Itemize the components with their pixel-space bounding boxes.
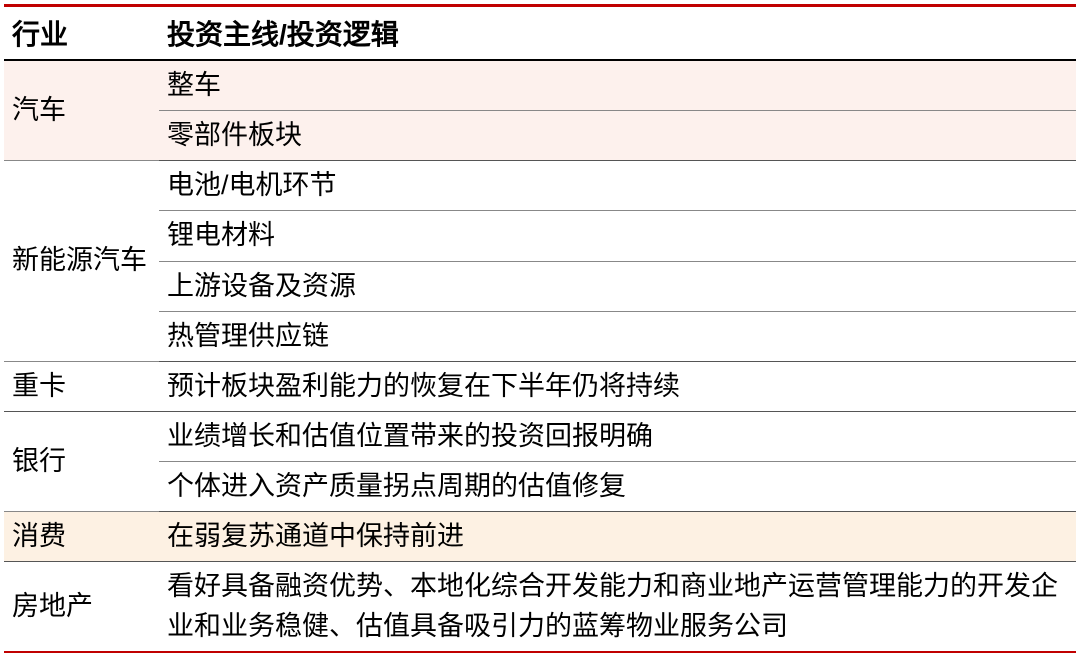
table-row: 个体进入资产质量拐点周期的估值修复 (4, 462, 1076, 512)
industry-cell: 重卡 (4, 361, 159, 411)
header-industry: 行业 (4, 6, 159, 61)
logic-cell: 热管理供应链 (159, 311, 1076, 361)
logic-cell: 在弱复苏通道中保持前进 (159, 512, 1076, 562)
industry-cell: 汽车 (4, 60, 159, 161)
table-body: 汽车 整车 零部件板块 新能源汽车 电池/电机环节 锂电材料 上游设备及资源 热… (4, 60, 1076, 652)
table-row: 零部件板块 (4, 111, 1076, 161)
logic-cell: 锂电材料 (159, 211, 1076, 261)
industry-cell: 新能源汽车 (4, 161, 159, 362)
logic-cell: 个体进入资产质量拐点周期的估值修复 (159, 462, 1076, 512)
logic-cell: 整车 (159, 60, 1076, 111)
industry-cell: 银行 (4, 411, 159, 511)
logic-cell: 预计板块盈利能力的恢复在下半年仍将持续 (159, 361, 1076, 411)
table-row: 房地产 看好具备融资优势、本地化综合开发能力和商业地产运营管理能力的开发企业和业… (4, 562, 1076, 652)
logic-cell: 零部件板块 (159, 111, 1076, 161)
table-row: 上游设备及资源 (4, 261, 1076, 311)
investment-table: 行业 投资主线/投资逻辑 汽车 整车 零部件板块 新能源汽车 电池/电机环节 锂… (4, 4, 1076, 653)
table-row: 重卡 预计板块盈利能力的恢复在下半年仍将持续 (4, 361, 1076, 411)
industry-cell: 消费 (4, 512, 159, 562)
table-row: 锂电材料 (4, 211, 1076, 261)
logic-cell: 看好具备融资优势、本地化综合开发能力和商业地产运营管理能力的开发企业和业务稳健、… (159, 562, 1076, 652)
industry-cell: 房地产 (4, 562, 159, 652)
investment-table-container: 行业 投资主线/投资逻辑 汽车 整车 零部件板块 新能源汽车 电池/电机环节 锂… (4, 4, 1076, 653)
header-logic: 投资主线/投资逻辑 (159, 6, 1076, 61)
table-row: 汽车 整车 (4, 60, 1076, 111)
logic-cell: 上游设备及资源 (159, 261, 1076, 311)
table-header-row: 行业 投资主线/投资逻辑 (4, 6, 1076, 61)
table-row: 新能源汽车 电池/电机环节 (4, 161, 1076, 211)
table-row: 热管理供应链 (4, 311, 1076, 361)
logic-cell: 电池/电机环节 (159, 161, 1076, 211)
logic-cell: 业绩增长和估值位置带来的投资回报明确 (159, 411, 1076, 461)
table-row: 银行 业绩增长和估值位置带来的投资回报明确 (4, 411, 1076, 461)
table-row: 消费 在弱复苏通道中保持前进 (4, 512, 1076, 562)
